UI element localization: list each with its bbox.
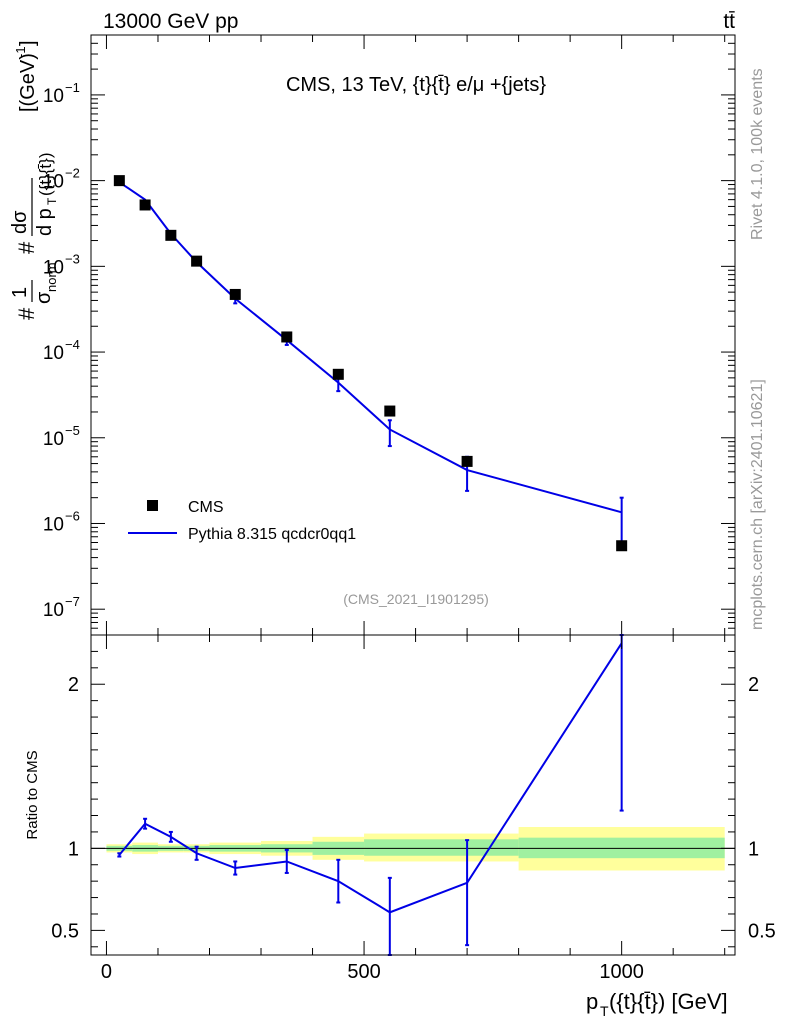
header-left: 13000 GeV pp [103,10,238,33]
ratio-band-inner [364,839,519,856]
cms-data-point [616,540,628,552]
cms-data-point [281,331,293,343]
ylabel-ptarg: ({t}{t̄}) [36,153,55,196]
legend-marker-cms [147,500,158,511]
mc-line [118,181,622,514]
ratio-ytick-label-right: 1 [748,838,759,860]
main-ytick-label-base: 10 [43,86,64,107]
rivet-label: Rivet 4.1.0, 100k events [749,68,766,240]
main-ticks [91,34,735,636]
x-axis-label: p T ({t}{t̄}) [GeV] [586,989,728,1019]
main-ytick-label-exp: −3 [65,251,80,266]
legend-label-pythia: Pythia 8.315 qcdcr0qq1 [188,526,356,543]
ratio-ytick-label-right: 0.5 [748,920,776,942]
main-ytick-label-exp: −5 [65,423,80,438]
ylabel-norm: norm [44,262,59,292]
ratio-panel: 0.5 0.5 1 1 2 2 0 500 1000 Ratio to CMS p T ({t… [24,634,776,1019]
cms-data-point [384,405,396,417]
ratio-xtick-label: 0 [101,961,112,983]
main-frame [90,34,736,636]
xlabel-sub: T [600,1003,609,1019]
ylabel-exp: -1 [13,46,28,58]
cms-data-point [139,199,151,211]
cms-data-point [165,229,177,241]
main-panel: CMS, 13 TeV, {t}{t̄} e/μ +{jets} (CMS_20… [9,34,736,636]
main-mc-series [118,181,624,544]
mcplots-label: mcplots.cern.ch [arXiv:2401.10621] [749,379,766,630]
main-ytick-label-exp: −7 [65,594,80,609]
ratio-ytick-label-left: 2 [68,674,79,696]
ratio-xtick-label: 1000 [599,961,644,983]
ratio-mc-line [118,642,623,914]
cms-data-point [229,288,241,300]
ratio-mc-series [117,634,624,956]
xlabel-arg: ({t}{t̄}) [GeV] [609,989,728,1014]
main-title: CMS, 13 TeV, {t}{t̄} e/μ +{jets} [286,74,546,96]
main-ylabel: # 1 σ norm # dσ d p T ({t}{t̄}) [(GeV) -… [9,40,59,320]
ylabel-units: [(GeV) [17,53,39,112]
ratio-ytick-label-right: 2 [748,674,759,696]
ratio-ytick-label-left: 0.5 [51,920,79,942]
main-ytick-label-exp: −1 [65,80,80,95]
cms-data-point [113,175,125,187]
ylabel-sigma: σ [33,291,55,304]
main-ytick-label-exp: −6 [65,508,80,523]
main-ytick-label-base: 10 [43,343,64,364]
legend-label-cms: CMS [188,499,224,516]
ratio-frame [90,634,736,956]
ratio-ytick-label-left: 1 [68,838,79,860]
main-ytick-label-base: 10 [43,514,64,535]
main-ytick-label-base: 10 [43,600,64,621]
main-ytick-label-base: 10 [43,429,64,450]
ratio-ytick-labels: 0.5 0.5 1 1 2 2 [51,674,776,942]
header-right: tt̄ [723,10,735,33]
ylabel-hash-2: # [14,241,39,254]
legend: CMS Pythia 8.315 qcdcr0qq1 [128,499,356,543]
ylabel-dsigma: dσ [9,210,31,234]
analysis-watermark: (CMS_2021_I1901295) [343,591,489,607]
main-ytick-label-base: 10 [43,257,64,278]
ylabel-ptsub: T [45,197,59,205]
ylabel-dpt: d p [34,208,56,236]
ylabel-close: ] [17,40,39,46]
ratio-xtick-label: 500 [347,961,380,983]
main-ytick-label-exp: −4 [65,337,80,352]
cms-data-point [191,255,203,267]
ylabel-one: 1 [9,287,31,298]
cms-data-point [332,368,344,380]
xlabel-p: p [586,989,598,1014]
ylabel-hash-1: # [14,307,39,320]
main-data-series [113,175,628,552]
cms-data-point [461,455,473,467]
ratio-ylabel: Ratio to CMS [24,750,41,839]
ratio-xtick-labels: 0 500 1000 [101,961,644,983]
main-ytick-labels: 10−110−210−310−410−510−610−7 [43,80,80,621]
main-ytick-label-base: 10 [43,172,64,193]
main-ytick-label-exp: −2 [65,166,80,181]
ratio-ticks [91,635,735,955]
